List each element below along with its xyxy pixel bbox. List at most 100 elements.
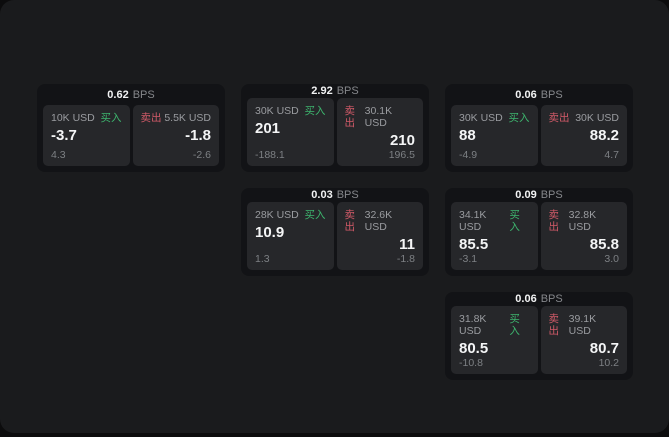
sell-price: -1.8 bbox=[185, 127, 211, 144]
buy-side-label: 买入 bbox=[509, 313, 520, 337]
buy-price: -3.7 bbox=[51, 127, 77, 144]
buy-delta: -10.8 bbox=[459, 357, 483, 369]
sell-side-label: 卖出 bbox=[548, 209, 560, 233]
quote-card: 0.09 BPS 34.1K USD 买入 85.5 -3.1 卖出 32.8K… bbox=[445, 188, 633, 276]
quote-card: 0.62 BPS 10K USD 买入 -3.7 4.3 卖出 5.5K USD… bbox=[37, 84, 225, 172]
bps-header: 0.06 BPS bbox=[451, 84, 627, 105]
buy-quote-panel[interactable]: 30K USD 买入 88 -4.9 bbox=[451, 105, 538, 166]
bps-value: 0.06 bbox=[515, 88, 537, 101]
buy-panel-top: 30K USD 买入 bbox=[255, 105, 326, 117]
bps-value: 0.03 bbox=[311, 189, 333, 201]
buy-quote-panel[interactable]: 34.1K USD 买入 85.5 -3.1 bbox=[451, 202, 538, 270]
sell-delta: -1.8 bbox=[396, 253, 415, 265]
buy-side-label: 买入 bbox=[304, 209, 326, 221]
sell-panel-top: 卖出 30K USD bbox=[549, 112, 620, 124]
bps-unit: BPS bbox=[336, 85, 359, 97]
buy-panel-top: 31.8K USD 买入 bbox=[459, 313, 530, 337]
buy-panel-top: 34.1K USD 买入 bbox=[459, 209, 530, 233]
buy-size: 34.1K USD bbox=[459, 209, 487, 233]
quote-panels: 10K USD 买入 -3.7 4.3 卖出 5.5K USD -1.8 -2.… bbox=[43, 105, 219, 166]
quote-panels: 31.8K USD 买入 80.5 -10.8 卖出 39.1K USD 80.… bbox=[451, 306, 627, 374]
sell-quote-panel[interactable]: 卖出 32.6K USD 11 -1.8 bbox=[336, 202, 423, 270]
sell-panel-top: 卖出 39.1K USD bbox=[549, 313, 620, 337]
sell-price: 85.8 bbox=[589, 236, 619, 253]
sell-size: 32.8K USD bbox=[568, 209, 597, 233]
buy-size: 10K USD bbox=[51, 112, 95, 124]
buy-panel-top: 10K USD 买入 bbox=[51, 112, 122, 124]
sell-size: 30.1K USD bbox=[364, 105, 393, 129]
sell-price: 80.7 bbox=[589, 340, 619, 357]
bps-value: 0.62 bbox=[107, 88, 129, 101]
sell-size: 5.5K USD bbox=[164, 112, 211, 124]
buy-quote-panel[interactable]: 31.8K USD 买入 80.5 -10.8 bbox=[451, 306, 538, 374]
sell-quote-panel[interactable]: 卖出 39.1K USD 80.7 10.2 bbox=[540, 306, 627, 374]
buy-delta: -4.9 bbox=[459, 149, 478, 161]
quote-card: 0.06 BPS 30K USD 买入 88 -4.9 卖出 30K USD 8… bbox=[445, 84, 633, 172]
sell-price: 88.2 bbox=[589, 127, 619, 144]
buy-price: 201 bbox=[255, 120, 281, 137]
buy-size: 30K USD bbox=[255, 105, 299, 117]
sell-quote-panel[interactable]: 卖出 5.5K USD -1.8 -2.6 bbox=[132, 105, 219, 166]
buy-quote-panel[interactable]: 30K USD 买入 201 -188.1 bbox=[247, 98, 334, 166]
buy-quote-panel[interactable]: 10K USD 买入 -3.7 4.3 bbox=[43, 105, 130, 166]
sell-side-label: 卖出 bbox=[140, 112, 162, 124]
sell-delta: 10.2 bbox=[598, 357, 619, 369]
buy-side-label: 买入 bbox=[509, 209, 520, 233]
buy-side-label: 买入 bbox=[508, 112, 530, 124]
buy-panel-top: 28K USD 买入 bbox=[255, 209, 326, 221]
buy-quote-panel[interactable]: 28K USD 买入 10.9 1.3 bbox=[247, 202, 334, 270]
quote-panels: 28K USD 买入 10.9 1.3 卖出 32.6K USD 11 -1.8 bbox=[247, 202, 423, 270]
sell-quote-panel[interactable]: 卖出 30.1K USD 210 196.5 bbox=[336, 98, 423, 166]
bps-unit: BPS bbox=[540, 293, 563, 305]
sell-size: 39.1K USD bbox=[568, 313, 597, 337]
quote-card: 0.03 BPS 28K USD 买入 10.9 1.3 卖出 32.6K US… bbox=[241, 188, 429, 276]
sell-panel-top: 卖出 32.6K USD bbox=[345, 209, 416, 233]
sell-size: 32.6K USD bbox=[364, 209, 393, 233]
buy-size: 30K USD bbox=[459, 112, 503, 124]
sell-size: 30K USD bbox=[575, 112, 619, 124]
quote-panels: 30K USD 买入 88 -4.9 卖出 30K USD 88.2 4.7 bbox=[451, 105, 627, 166]
bps-header: 0.09 BPS bbox=[451, 188, 627, 202]
sell-quote-panel[interactable]: 卖出 30K USD 88.2 4.7 bbox=[540, 105, 627, 166]
buy-delta: -3.1 bbox=[459, 253, 478, 265]
quote-cards-grid: 0.62 BPS 10K USD 买入 -3.7 4.3 卖出 5.5K USD… bbox=[37, 84, 633, 380]
bps-header: 2.92 BPS bbox=[247, 84, 423, 98]
sell-panel-top: 卖出 30.1K USD bbox=[345, 105, 416, 129]
quote-card: 0.06 BPS 31.8K USD 买入 80.5 -10.8 卖出 39.1… bbox=[445, 292, 633, 380]
buy-delta: 1.3 bbox=[255, 253, 270, 265]
bps-value: 0.09 bbox=[515, 189, 537, 201]
sell-delta: 3.0 bbox=[604, 253, 619, 265]
sell-side-label: 卖出 bbox=[548, 112, 570, 124]
bps-header: 0.62 BPS bbox=[43, 84, 219, 105]
bps-header: 0.03 BPS bbox=[247, 188, 423, 202]
sell-delta: 4.7 bbox=[604, 149, 619, 161]
sell-side-label: 卖出 bbox=[344, 209, 356, 233]
sell-side-label: 卖出 bbox=[548, 313, 560, 337]
sell-panel-top: 卖出 5.5K USD bbox=[141, 112, 212, 124]
sell-panel-top: 卖出 32.8K USD bbox=[549, 209, 620, 233]
buy-delta: 4.3 bbox=[51, 149, 66, 161]
buy-panel-top: 30K USD 买入 bbox=[459, 112, 530, 124]
sell-delta: -2.6 bbox=[192, 149, 211, 161]
sell-price: 11 bbox=[399, 236, 415, 253]
buy-price: 85.5 bbox=[459, 236, 489, 253]
buy-size: 31.8K USD bbox=[459, 313, 487, 337]
sell-delta: 196.5 bbox=[388, 149, 415, 161]
buy-price: 10.9 bbox=[255, 224, 285, 241]
sell-side-label: 卖出 bbox=[344, 105, 356, 129]
quote-panels: 34.1K USD 买入 85.5 -3.1 卖出 32.8K USD 85.8… bbox=[451, 202, 627, 270]
bps-value: 0.06 bbox=[515, 293, 537, 305]
bps-unit: BPS bbox=[540, 189, 563, 201]
buy-delta: -188.1 bbox=[255, 149, 285, 161]
quote-card: 2.92 BPS 30K USD 买入 201 -188.1 卖出 30.1K … bbox=[241, 84, 429, 172]
bps-unit: BPS bbox=[540, 88, 563, 101]
buy-side-label: 买入 bbox=[100, 112, 122, 124]
buy-price: 88 bbox=[459, 127, 476, 144]
sell-quote-panel[interactable]: 卖出 32.8K USD 85.8 3.0 bbox=[540, 202, 627, 270]
sell-price: 210 bbox=[389, 132, 415, 149]
bps-unit: BPS bbox=[132, 88, 155, 101]
buy-size: 28K USD bbox=[255, 209, 299, 221]
bps-header: 0.06 BPS bbox=[451, 292, 627, 306]
bps-value: 2.92 bbox=[311, 85, 333, 97]
